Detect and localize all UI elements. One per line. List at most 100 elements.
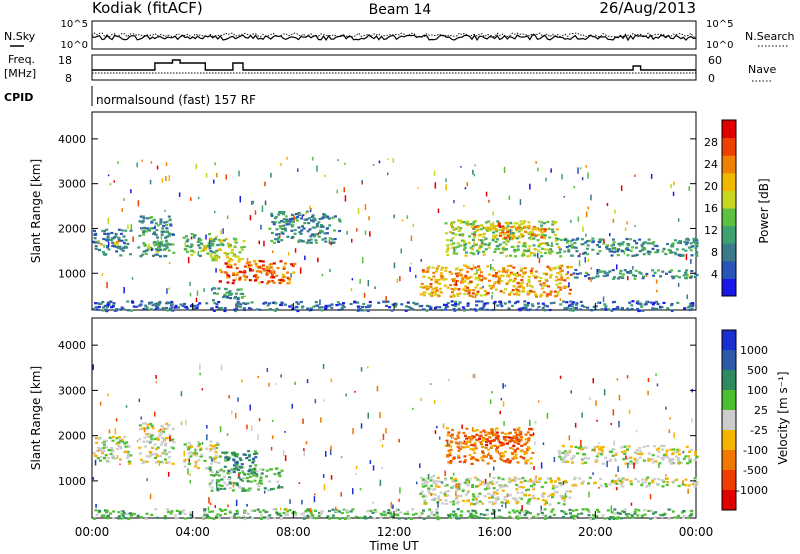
data-cell-10 — [523, 244, 527, 247]
scatter-cell — [306, 379, 309, 384]
data-cell-14 — [452, 307, 456, 311]
data-cell-3 — [222, 470, 226, 473]
data-cell-3 — [227, 477, 231, 481]
data-cell-14 — [536, 302, 540, 305]
data-cell-5 — [449, 501, 453, 504]
data-cell-10 — [504, 221, 508, 224]
scatter-cell — [612, 218, 615, 223]
data-cell-13 — [690, 270, 694, 273]
data-cell-10 — [529, 238, 533, 241]
data-cell-6 — [263, 269, 267, 272]
data-cell-2 — [172, 251, 176, 254]
data-cell-13 — [575, 276, 579, 279]
data-cell-9 — [451, 291, 454, 294]
scatter-cell — [239, 196, 241, 203]
data-cell-12 — [634, 254, 637, 257]
data-cell-8 — [280, 239, 284, 242]
data-cell-0 — [111, 241, 114, 244]
data-cell-1 — [160, 441, 164, 444]
scatter-cell — [322, 364, 325, 369]
data-cell-14 — [423, 308, 427, 311]
data-cell-5 — [213, 251, 217, 254]
data-cell-10 — [175, 517, 179, 520]
data-cell-1 — [165, 461, 169, 464]
data-cell-1 — [138, 446, 142, 449]
data-cell-10 — [612, 517, 616, 520]
data-cell-10 — [576, 513, 580, 516]
data-cell-10 — [462, 248, 466, 251]
data-cell-5 — [515, 483, 519, 486]
data-cell-9 — [563, 285, 567, 288]
data-cell-8 — [678, 453, 681, 456]
data-cell-5 — [529, 485, 533, 488]
data-cell-6 — [522, 443, 526, 446]
data-cell-5 — [568, 490, 572, 493]
data-cell-10 — [243, 517, 247, 521]
data-cell-8 — [315, 225, 319, 228]
data-cell-5 — [560, 481, 564, 484]
data-cell-14 — [362, 302, 366, 306]
data-cell-13 — [613, 276, 616, 279]
data-cell-10 — [373, 508, 377, 512]
data-cell-1 — [155, 454, 159, 458]
data-cell-14 — [306, 307, 310, 310]
data-cell-10 — [459, 221, 463, 224]
data-cell-10 — [532, 237, 536, 240]
scatter-cell — [301, 499, 303, 505]
data-cell-10 — [676, 516, 680, 519]
data-cell-6 — [482, 437, 485, 440]
data-cell-9 — [467, 292, 471, 295]
data-cell-8 — [657, 450, 661, 453]
scatter-cell — [148, 243, 150, 250]
data-cell-14 — [559, 303, 563, 306]
data-cell-2 — [154, 253, 158, 256]
data-cell-8 — [310, 215, 314, 219]
data-cell-10 — [266, 516, 270, 519]
data-cell-14 — [604, 305, 608, 308]
scatter-cell — [458, 482, 460, 489]
data-cell-5 — [495, 481, 499, 484]
data-cell-14 — [246, 302, 250, 305]
data-cell-12 — [629, 249, 633, 252]
data-cell-3 — [210, 489, 214, 492]
data-cell-14 — [571, 309, 575, 312]
data-cell-5 — [541, 499, 545, 502]
data-cell-14 — [110, 306, 114, 309]
data-cell-3 — [220, 478, 224, 481]
data-cell-6 — [502, 454, 506, 457]
data-cell-8 — [273, 217, 277, 220]
data-cell-9 — [493, 282, 497, 285]
data-cell-5 — [549, 493, 553, 497]
data-cell-9 — [532, 290, 536, 293]
data-cell-9 — [651, 479, 655, 482]
data-cell-0 — [124, 239, 128, 242]
data-cell-9 — [435, 267, 439, 270]
data-cell-0 — [93, 237, 97, 240]
data-cell-6 — [513, 449, 517, 452]
scatter-cell — [688, 186, 690, 192]
data-cell-10 — [293, 512, 297, 515]
data-cell-11 — [530, 234, 534, 237]
data-cell-4 — [213, 254, 217, 257]
data-cell-1 — [160, 424, 164, 427]
scatter-cell — [563, 196, 565, 198]
scatter-cell — [317, 233, 319, 236]
data-cell-5 — [240, 246, 244, 249]
data-cell-10 — [621, 510, 624, 513]
scatter-cell — [264, 200, 267, 205]
scatter-cell — [108, 429, 111, 434]
data-cell-2 — [200, 453, 204, 456]
scatter-cell — [92, 477, 95, 480]
data-cell-13 — [642, 275, 645, 278]
data-cell-11 — [519, 229, 523, 232]
data-cell-9 — [530, 267, 534, 270]
data-cell-1 — [115, 243, 119, 246]
data-cell-8 — [284, 229, 288, 232]
data-cell-0 — [115, 442, 119, 445]
data-cell-3 — [258, 481, 262, 484]
data-cell-1 — [164, 427, 168, 431]
data-cell-5 — [237, 258, 241, 261]
data-cell-4 — [197, 237, 201, 240]
data-cell-10 — [667, 508, 671, 511]
data-cell-8 — [333, 238, 337, 241]
